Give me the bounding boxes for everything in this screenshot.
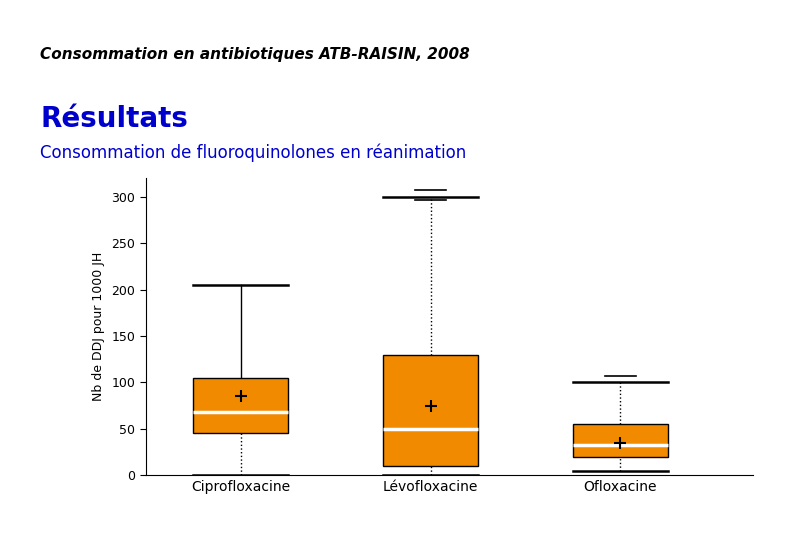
Bar	[194, 378, 288, 434]
Text: Résultats: Résultats	[40, 105, 189, 133]
Y-axis label: Nb de DDJ pour 1000 JH: Nb de DDJ pour 1000 JH	[92, 252, 104, 401]
Bar	[573, 424, 668, 457]
Text: Consommation en antibiotiques ATB-RAISIN, 2008: Consommation en antibiotiques ATB-RAISIN…	[40, 46, 471, 62]
Text: Consommation de fluoroquinolones en réanimation: Consommation de fluoroquinolones en réan…	[40, 144, 467, 162]
Bar	[383, 355, 478, 466]
